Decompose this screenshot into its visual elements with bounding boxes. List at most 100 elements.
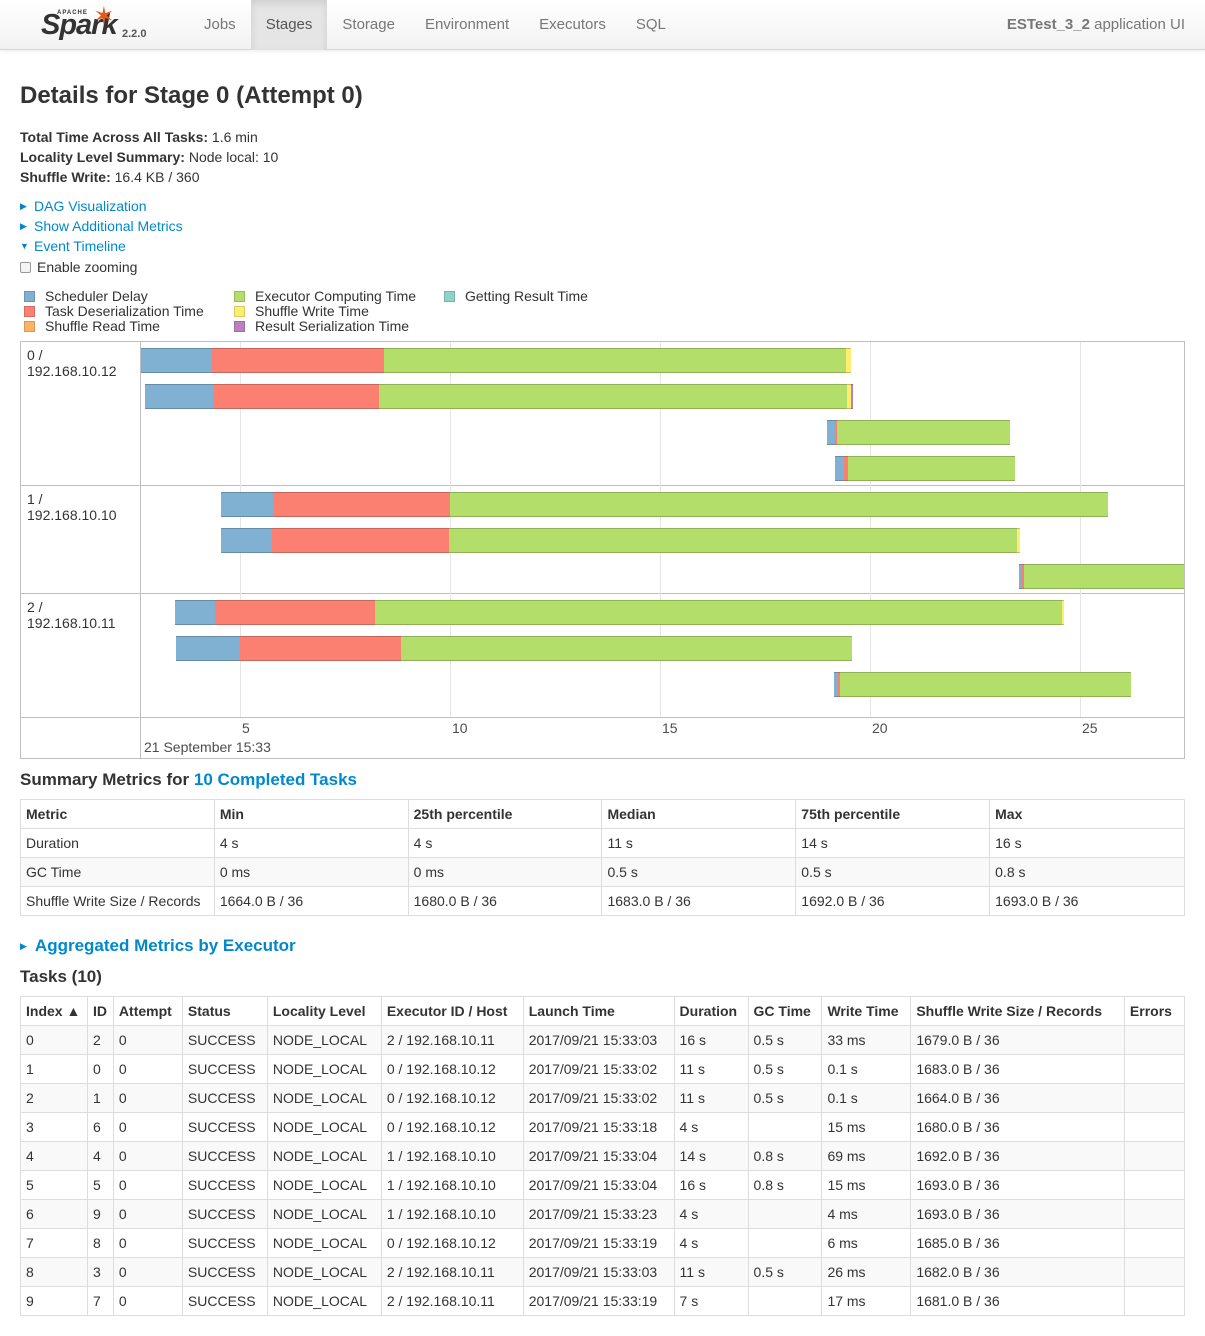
computing-segment <box>1024 564 1184 589</box>
table-row: 5 5 0 SUCCESS NODE_LOCAL 1 / 192.168.10.10 201… <box>20 1170 1186 1200</box>
computing-segment <box>837 420 1010 445</box>
app-name: ESTest_3_2 <box>1006 16 1090 33</box>
nav-stages[interactable]: Stages <box>250 0 328 50</box>
table-cell: 7 s <box>673 1286 749 1316</box>
table-cell: 1680.0 B / 36 <box>910 1112 1125 1142</box>
main-nav: Jobs Stages Storage Environment Executor… <box>189 0 681 50</box>
nav-executors[interactable]: Executors <box>539 16 606 33</box>
scheduler-delay-segment <box>835 456 844 481</box>
section-title-text: Summary Metrics for <box>20 770 190 789</box>
task-bar[interactable] <box>834 672 1132 697</box>
shuffle-write-segment <box>1017 528 1020 553</box>
task-bar[interactable] <box>176 636 853 661</box>
summary-metrics-table: Metric Min 25th percentile Median 75th p… <box>20 799 1185 916</box>
summary-shuffle-write: Shuffle Write: 16.4 KB / 360 <box>20 167 278 187</box>
legend-swatch <box>444 291 455 302</box>
column-header[interactable]: Executor ID / Host <box>380 996 524 1026</box>
column-header[interactable]: Shuffle Write Size / Records <box>910 996 1125 1026</box>
task-bar[interactable] <box>221 528 1020 553</box>
table-cell: 0.8 s <box>747 1170 823 1200</box>
spark-logo[interactable]: Spark APACHE ✶ 2.2.0 <box>40 1 150 48</box>
table-cell: 0.5 s <box>747 1025 823 1055</box>
nav-storage[interactable]: Storage <box>342 16 395 33</box>
column-header[interactable]: Min <box>213 799 409 829</box>
shuffle-write-segment <box>1062 600 1064 625</box>
aggregated-metrics-toggle[interactable]: ▶ Aggregated Metrics by Executor <box>20 936 296 956</box>
nav-environment[interactable]: Environment <box>424 16 510 33</box>
nav-jobs[interactable]: Jobs <box>204 16 236 33</box>
event-timeline[interactable]: 0 / 192.168.10.12 1 / 192.168.10.10 2 / … <box>20 341 1185 759</box>
event-timeline-toggle[interactable]: ▼ Event Timeline <box>20 236 126 256</box>
spark-star-icon: ✶ <box>93 1 115 31</box>
table-cell: SUCCESS <box>181 1112 268 1142</box>
legend-label: Shuffle Write Time <box>255 303 369 319</box>
task-bar[interactable] <box>1019 564 1184 589</box>
table-cell: NODE_LOCAL <box>266 1054 382 1084</box>
table-cell: 0 <box>112 1257 183 1287</box>
column-header[interactable]: Write Time <box>821 996 912 1026</box>
table-cell: 5 <box>20 1170 88 1200</box>
table-cell <box>747 1286 823 1316</box>
table-cell: 0 <box>112 1286 183 1316</box>
legend-col-1: Scheduler Delay Task Deserialization Tim… <box>24 289 204 334</box>
table-cell: 0 <box>112 1141 183 1171</box>
table-cell: NODE_LOCAL <box>266 1199 382 1229</box>
computing-segment <box>840 672 1131 697</box>
table-cell: 16 s <box>673 1170 749 1200</box>
table-cell <box>1123 1083 1186 1113</box>
nav-sql[interactable]: SQL <box>635 16 666 33</box>
additional-metrics-toggle[interactable]: ▶ Show Additional Metrics <box>20 216 183 236</box>
table-cell: 1693.0 B / 36 <box>989 886 1185 916</box>
table-cell: 0 ms <box>407 857 603 887</box>
table-cell: SUCCESS <box>181 1199 268 1229</box>
column-header[interactable]: Median <box>601 799 797 829</box>
task-bar[interactable] <box>835 456 1016 481</box>
table-cell: 0.8 s <box>989 857 1185 887</box>
table-cell: SUCCESS <box>181 1170 268 1200</box>
task-bar[interactable] <box>827 420 1011 445</box>
table-cell: 1 / 192.168.10.10 <box>380 1199 524 1229</box>
table-cell: 1 <box>20 1054 88 1084</box>
column-header[interactable]: Status <box>181 996 268 1026</box>
table-header-row: Index ▲ ID Attempt Status Locality Level Exec… <box>20 996 1186 1026</box>
legend-item: Getting Result Time <box>444 289 588 304</box>
column-header[interactable]: 75th percentile <box>795 799 991 829</box>
column-header[interactable]: 25th percentile <box>407 799 603 829</box>
table-cell: 2017/09/21 15:33:04 <box>522 1170 675 1200</box>
column-header[interactable]: Launch Time <box>522 996 675 1026</box>
column-header[interactable]: Max <box>989 799 1185 829</box>
table-cell: 0 <box>112 1025 183 1055</box>
zoom-checkbox[interactable] <box>20 261 31 273</box>
column-header[interactable]: GC Time <box>747 996 823 1026</box>
column-header[interactable]: Locality Level <box>266 996 382 1026</box>
table-cell: NODE_LOCAL <box>266 1141 382 1171</box>
table-cell: 4 <box>20 1141 88 1171</box>
table-cell: 0 / 192.168.10.12 <box>380 1083 524 1113</box>
table-cell <box>1123 1141 1186 1171</box>
table-cell: NODE_LOCAL <box>266 1286 382 1316</box>
column-header[interactable]: Errors <box>1123 996 1186 1026</box>
table-cell: 8 <box>86 1228 114 1258</box>
completed-tasks-link[interactable]: 10 Completed Tasks <box>193 770 357 789</box>
legend-col-2: Executor Computing Time Shuffle Write Ti… <box>234 289 416 334</box>
summary-value: 16.4 KB / 360 <box>114 169 200 185</box>
column-header[interactable]: Attempt <box>112 996 183 1026</box>
dag-visualization-toggle[interactable]: ▶ DAG Visualization <box>20 196 147 216</box>
table-cell: 2 / 192.168.10.11 <box>380 1257 524 1287</box>
task-bar[interactable] <box>145 384 853 409</box>
table-cell <box>747 1199 823 1229</box>
table-row: 7 8 0 SUCCESS NODE_LOCAL 0 / 192.168.10.12 201… <box>20 1228 1186 1258</box>
column-header[interactable]: Index ▲ <box>20 996 88 1026</box>
task-bar[interactable] <box>141 348 852 373</box>
column-header[interactable]: Duration <box>673 996 749 1026</box>
task-bar[interactable] <box>175 600 1064 625</box>
column-header[interactable]: ID <box>86 996 114 1026</box>
axis-tick-label: 10 <box>452 720 468 736</box>
column-header[interactable]: Metric <box>20 799 215 829</box>
table-cell: 6 <box>86 1112 114 1142</box>
enable-zooming[interactable]: Enable zooming <box>20 257 137 277</box>
table-cell: 5 <box>86 1170 114 1200</box>
legend-item: Result Serialization Time <box>234 319 416 334</box>
computing-segment <box>450 492 1108 517</box>
task-bar[interactable] <box>221 492 1109 517</box>
